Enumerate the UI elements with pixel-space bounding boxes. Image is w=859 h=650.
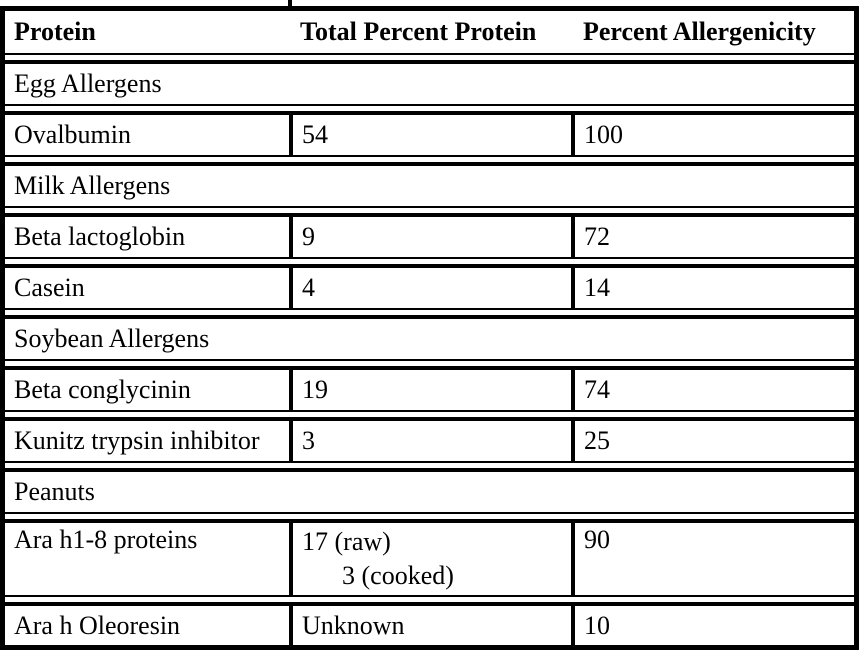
table-row: Ara h1-8 proteins 17 (raw) 3 (cooked) 90 xyxy=(5,519,854,597)
table-row: Kunitz trypsin inhibitor 3 25 xyxy=(5,417,854,463)
protein-name-cell: Ara h Oleoresin xyxy=(14,610,181,640)
percent-allergenicity-cell: 100 xyxy=(571,115,854,155)
scan-artifact-stub xyxy=(288,0,292,7)
multi-line-value: 17 (raw) 3 (cooked) xyxy=(302,525,454,593)
allergen-table: Protein Total Percent Protein Percent Al… xyxy=(0,6,859,650)
protein-name-cell: Ara h1-8 proteins xyxy=(14,525,198,554)
total-percent-protein-cell: 54 xyxy=(289,115,571,155)
section-title: Egg Allergens xyxy=(14,69,162,99)
total-percent-protein-cell: 3 xyxy=(289,421,571,461)
protein-name-cell: Casein xyxy=(14,273,85,303)
column-header-protein: Protein xyxy=(14,17,96,47)
percent-allergenicity-cell: 14 xyxy=(571,268,854,308)
percent-allergenicity-cell: 72 xyxy=(571,217,854,257)
total-percent-protein-cell: 4 xyxy=(289,268,571,308)
table-row: Casein 4 14 xyxy=(5,264,854,310)
section-title: Soybean Allergens xyxy=(14,324,210,354)
table-row: Beta lactoglobin 9 72 xyxy=(5,213,854,259)
protein-name-cell: Beta lactoglobin xyxy=(14,222,186,252)
total-percent-protein-cell: 17 (raw) 3 (cooked) xyxy=(289,523,571,595)
table-row: Ara h Oleoresin Unknown 10 xyxy=(5,602,854,645)
value-line: 3 (cooked) xyxy=(342,561,454,590)
section-header-row: Soybean Allergens xyxy=(5,315,854,361)
table-header-row: Protein Total Percent Protein Percent Al… xyxy=(5,11,854,55)
section-header-row: Egg Allergens xyxy=(5,60,854,106)
total-percent-protein-cell: 19 xyxy=(289,370,571,410)
column-header-total-percent-protein: Total Percent Protein xyxy=(300,17,537,47)
protein-name-cell: Beta conglycinin xyxy=(14,375,191,405)
protein-name-cell: Ovalbumin xyxy=(14,120,131,150)
section-header-row: Peanuts xyxy=(5,468,854,514)
table-body: Egg Allergens Ovalbumin 54 100 Milk Allergen… xyxy=(5,60,854,645)
percent-allergenicity-cell: 10 xyxy=(571,606,854,645)
section-title: Milk Allergens xyxy=(14,171,171,201)
percent-allergenicity-cell: 90 xyxy=(571,523,854,595)
protein-name-cell: Kunitz trypsin inhibitor xyxy=(14,426,260,456)
percent-allergenicity-cell: 74 xyxy=(571,370,854,410)
total-percent-protein-cell: Unknown xyxy=(289,606,571,645)
table-row: Beta conglycinin 19 74 xyxy=(5,366,854,412)
column-header-percent-allergenicity: Percent Allergenicity xyxy=(583,17,816,47)
percent-allergenicity-cell: 25 xyxy=(571,421,854,461)
section-title: Peanuts xyxy=(14,477,95,507)
value-line: 17 (raw) xyxy=(302,527,391,556)
total-percent-protein-cell: 9 xyxy=(289,217,571,257)
table-row: Ovalbumin 54 100 xyxy=(5,111,854,157)
section-header-row: Milk Allergens xyxy=(5,162,854,208)
